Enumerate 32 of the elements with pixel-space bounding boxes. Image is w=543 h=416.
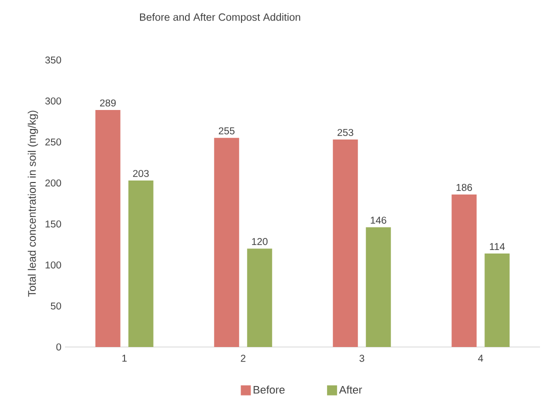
x-tick-label: 3 xyxy=(359,354,364,362)
bar xyxy=(214,138,240,347)
bar xyxy=(247,248,272,347)
x-tick-label: 1 xyxy=(122,354,127,362)
y-axis-title: Total lead concentration in soil (mg/kg) xyxy=(28,110,38,297)
y-tick-label: 300 xyxy=(45,97,62,105)
y-tick-label: 150 xyxy=(46,220,62,228)
legend-label: After xyxy=(339,386,362,394)
data-label: 255 xyxy=(218,127,235,134)
data-label: 120 xyxy=(252,238,268,246)
bar xyxy=(95,110,120,347)
y-tick-label: 250 xyxy=(45,138,62,146)
bar xyxy=(332,140,358,347)
data-label: 186 xyxy=(456,184,472,191)
data-label: 289 xyxy=(100,99,116,106)
data-label: 203 xyxy=(133,170,149,178)
y-tick-label: 0 xyxy=(56,343,62,351)
y-tick-label: 350 xyxy=(45,56,62,64)
bar xyxy=(366,227,391,347)
x-tick-label: 2 xyxy=(240,354,246,362)
bar xyxy=(128,180,154,347)
y-tick-label: 50 xyxy=(50,302,62,310)
chart-title: Before and After Compost Addition xyxy=(140,13,300,23)
legend-label: Before xyxy=(254,386,285,394)
x-tick-label: 4 xyxy=(478,354,484,362)
y-tick-label: 200 xyxy=(45,179,62,187)
data-label: 114 xyxy=(490,243,505,250)
y-tick-label: 100 xyxy=(46,261,62,269)
data-label: 146 xyxy=(370,216,386,224)
bar xyxy=(484,254,510,347)
data-label: 253 xyxy=(338,128,354,136)
bar xyxy=(452,194,477,347)
